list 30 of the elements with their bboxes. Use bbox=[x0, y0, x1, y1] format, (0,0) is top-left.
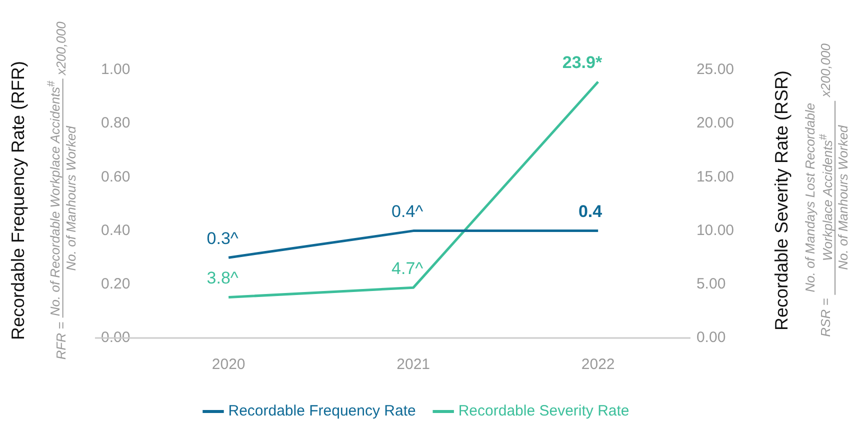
y-tick-label: 0.40 bbox=[100, 222, 130, 239]
text: x200,000 bbox=[53, 21, 68, 75]
y2-tick-label: 5.00 bbox=[696, 276, 726, 293]
y-tick-label: 1.00 bbox=[100, 61, 130, 78]
y2-tick-label: 0.00 bbox=[696, 329, 726, 346]
legend-label: Recordable Frequency Rate bbox=[228, 402, 416, 420]
data-label: 4.7^ bbox=[392, 258, 424, 278]
y2-tick-label: 10.00 bbox=[696, 222, 734, 239]
text: RFR = bbox=[53, 321, 68, 360]
data-label: 0.3^ bbox=[206, 228, 238, 248]
data-label: 3.8^ bbox=[206, 268, 238, 288]
y-tick-label: 0.20 bbox=[100, 276, 130, 293]
data-label: 0.4 bbox=[578, 202, 603, 221]
data-label: 23.9* bbox=[562, 52, 602, 72]
text: x200,000 bbox=[818, 43, 833, 97]
y-tick-label: 0.60 bbox=[100, 168, 130, 186]
text: RSR = bbox=[818, 298, 833, 337]
x-tick-label: 2022 bbox=[581, 356, 615, 374]
y2-tick-label: 25.00 bbox=[696, 61, 734, 78]
text: No. of Manhours Worked bbox=[835, 124, 849, 272]
y-axis-title: Recordable Frequency Rate (RFR) bbox=[8, 60, 29, 340]
text: No. of Manhours Worked bbox=[64, 124, 79, 272]
x-tick-label: 2021 bbox=[396, 356, 430, 374]
legend-label: Recordable Severity Rate bbox=[458, 402, 630, 420]
y2-axis-title: Recordable Severity Rate (RSR) bbox=[772, 70, 793, 330]
y2-tick-label: 20.00 bbox=[696, 114, 734, 132]
y2-tick-label: 15.00 bbox=[696, 168, 734, 186]
x-tick-label: 2020 bbox=[212, 356, 246, 374]
y-tick-label: 0.80 bbox=[100, 114, 130, 132]
data-label: 0.4^ bbox=[392, 202, 424, 221]
